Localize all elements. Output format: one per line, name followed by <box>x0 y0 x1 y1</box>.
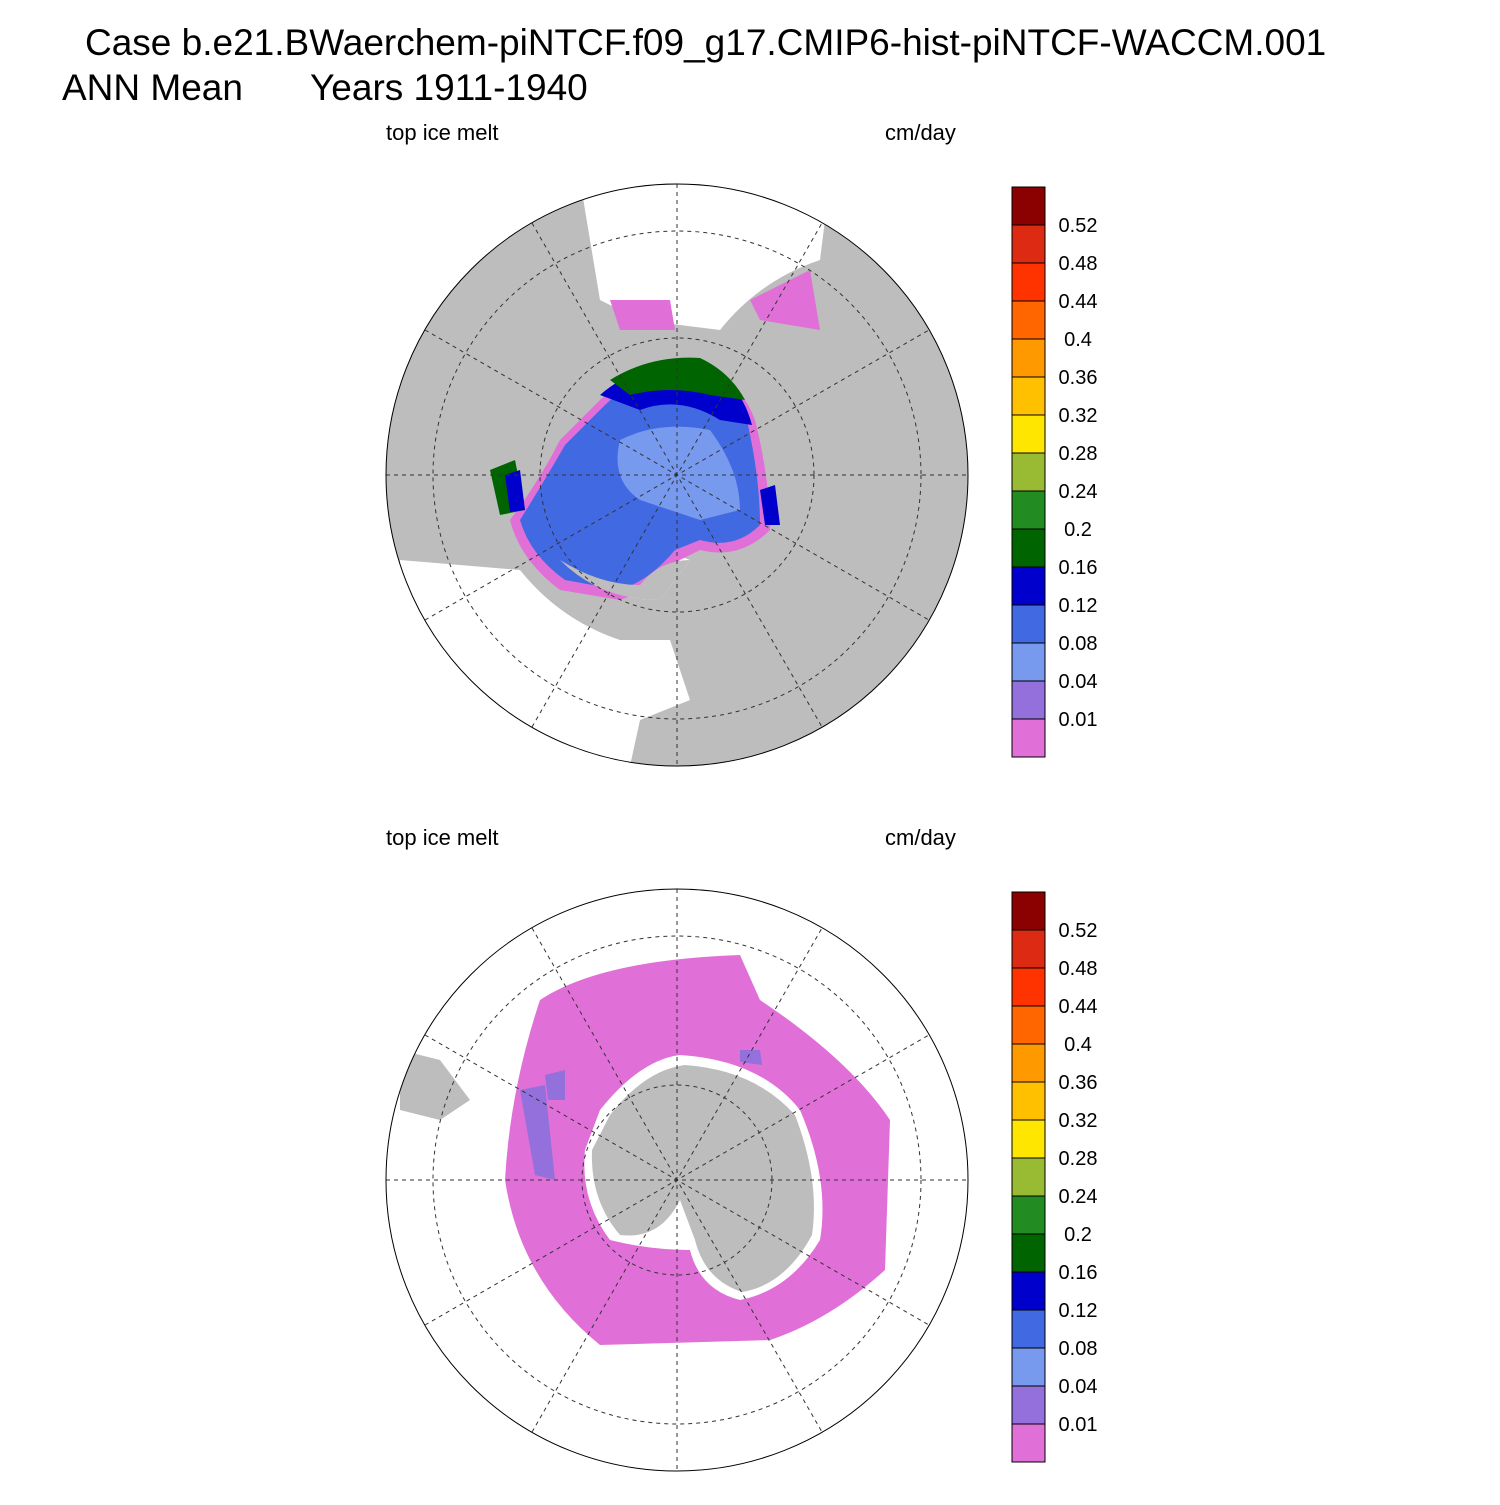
panel-units: cm/day <box>885 120 956 145</box>
colorbar-label: 0.52 <box>1059 215 1098 237</box>
colorbar-box <box>1011 1043 1046 1083</box>
colorbar-box <box>1011 528 1046 568</box>
colorbar-box <box>1011 186 1046 226</box>
colorbar-label: 0.44 <box>1059 291 1098 313</box>
colorbar-box <box>1011 1423 1046 1463</box>
panel-units: cm/day <box>885 825 956 850</box>
colorbar-label: 0.08 <box>1059 633 1098 655</box>
colorbar-box <box>1011 680 1046 720</box>
colorbar-box <box>1011 1119 1046 1159</box>
colorbar-box <box>1011 967 1046 1007</box>
colorbar-box <box>1011 1347 1046 1387</box>
colorbar-box <box>1011 262 1046 302</box>
colorbar-label: 0.32 <box>1059 1110 1098 1132</box>
season: ANN Mean <box>62 67 243 108</box>
colorbar-label: 0.48 <box>1059 958 1098 980</box>
north-grid <box>385 183 969 767</box>
colorbar-label: 0.36 <box>1059 1072 1098 1094</box>
colorbar-label: 0.48 <box>1059 253 1098 275</box>
colorbar-box <box>1011 1081 1046 1121</box>
north-map <box>386 184 968 766</box>
colorbar-box <box>1011 224 1046 264</box>
colorbar-label: 0.2 <box>1064 1224 1092 1246</box>
colorbar-box <box>1011 929 1046 969</box>
south-grid <box>385 888 969 1472</box>
colorbar-label: 0.04 <box>1059 1376 1098 1398</box>
colorbar-box <box>1011 604 1046 644</box>
colorbar-box <box>1011 376 1046 416</box>
colorbar-box <box>1011 891 1046 931</box>
colorbar-box <box>1011 1385 1046 1425</box>
colorbar-label: 0.32 <box>1059 405 1098 427</box>
colorbar-box <box>1011 566 1046 606</box>
colorbar-box <box>1011 1233 1046 1273</box>
colorbar-label: 0.24 <box>1059 481 1098 503</box>
south-map <box>400 955 890 1345</box>
colorbar-label: 0.4 <box>1064 329 1092 351</box>
colorbar-label: 0.44 <box>1059 996 1098 1018</box>
colorbar-box <box>1011 338 1046 378</box>
panel-label: top ice melt <box>386 825 499 850</box>
colorbar-label: 0.01 <box>1059 1414 1098 1436</box>
colorbar-label: 0.12 <box>1059 1300 1098 1322</box>
colorbar-label: 0.28 <box>1059 1148 1098 1170</box>
years: Years 1911-1940 <box>310 67 588 108</box>
colorbar-box <box>1011 1309 1046 1349</box>
colorbar-box <box>1011 300 1046 340</box>
colorbar-label: 0.08 <box>1059 1338 1098 1360</box>
case-title: Case b.e21.BWaerchem-piNTCF.f09_g17.CMIP… <box>85 22 1326 63</box>
colorbar-box <box>1011 1195 1046 1235</box>
colorbars: 0.52 0.48 0.44 0.4 0.36 0.32 0.28 0.24 0.2 0.16 0.… <box>1011 186 1098 1463</box>
colorbar-label: 0.4 <box>1064 1034 1092 1056</box>
colorbar-label: 0.01 <box>1059 709 1098 731</box>
colorbar-label: 0.04 <box>1059 671 1098 693</box>
colorbar-label: 0.2 <box>1064 519 1092 541</box>
colorbar-label: 0.16 <box>1059 1262 1098 1284</box>
colorbar-label: 0.36 <box>1059 367 1098 389</box>
colorbar-box <box>1011 490 1046 530</box>
colorbar-label: 0.16 <box>1059 557 1098 579</box>
colorbar-box <box>1011 642 1046 682</box>
colorbar-label: 0.24 <box>1059 1186 1098 1208</box>
colorbar-label: 0.52 <box>1059 920 1098 942</box>
colorbar-box <box>1011 1005 1046 1045</box>
colorbar-box <box>1011 414 1046 454</box>
colorbar-label: 0.28 <box>1059 443 1098 465</box>
colorbar-box <box>1011 1157 1046 1197</box>
colorbar-box <box>1011 718 1046 758</box>
panel-label: top ice melt <box>386 120 499 145</box>
colorbar-label: 0.12 <box>1059 595 1098 617</box>
colorbar-box <box>1011 452 1046 492</box>
colorbar-box <box>1011 1271 1046 1311</box>
